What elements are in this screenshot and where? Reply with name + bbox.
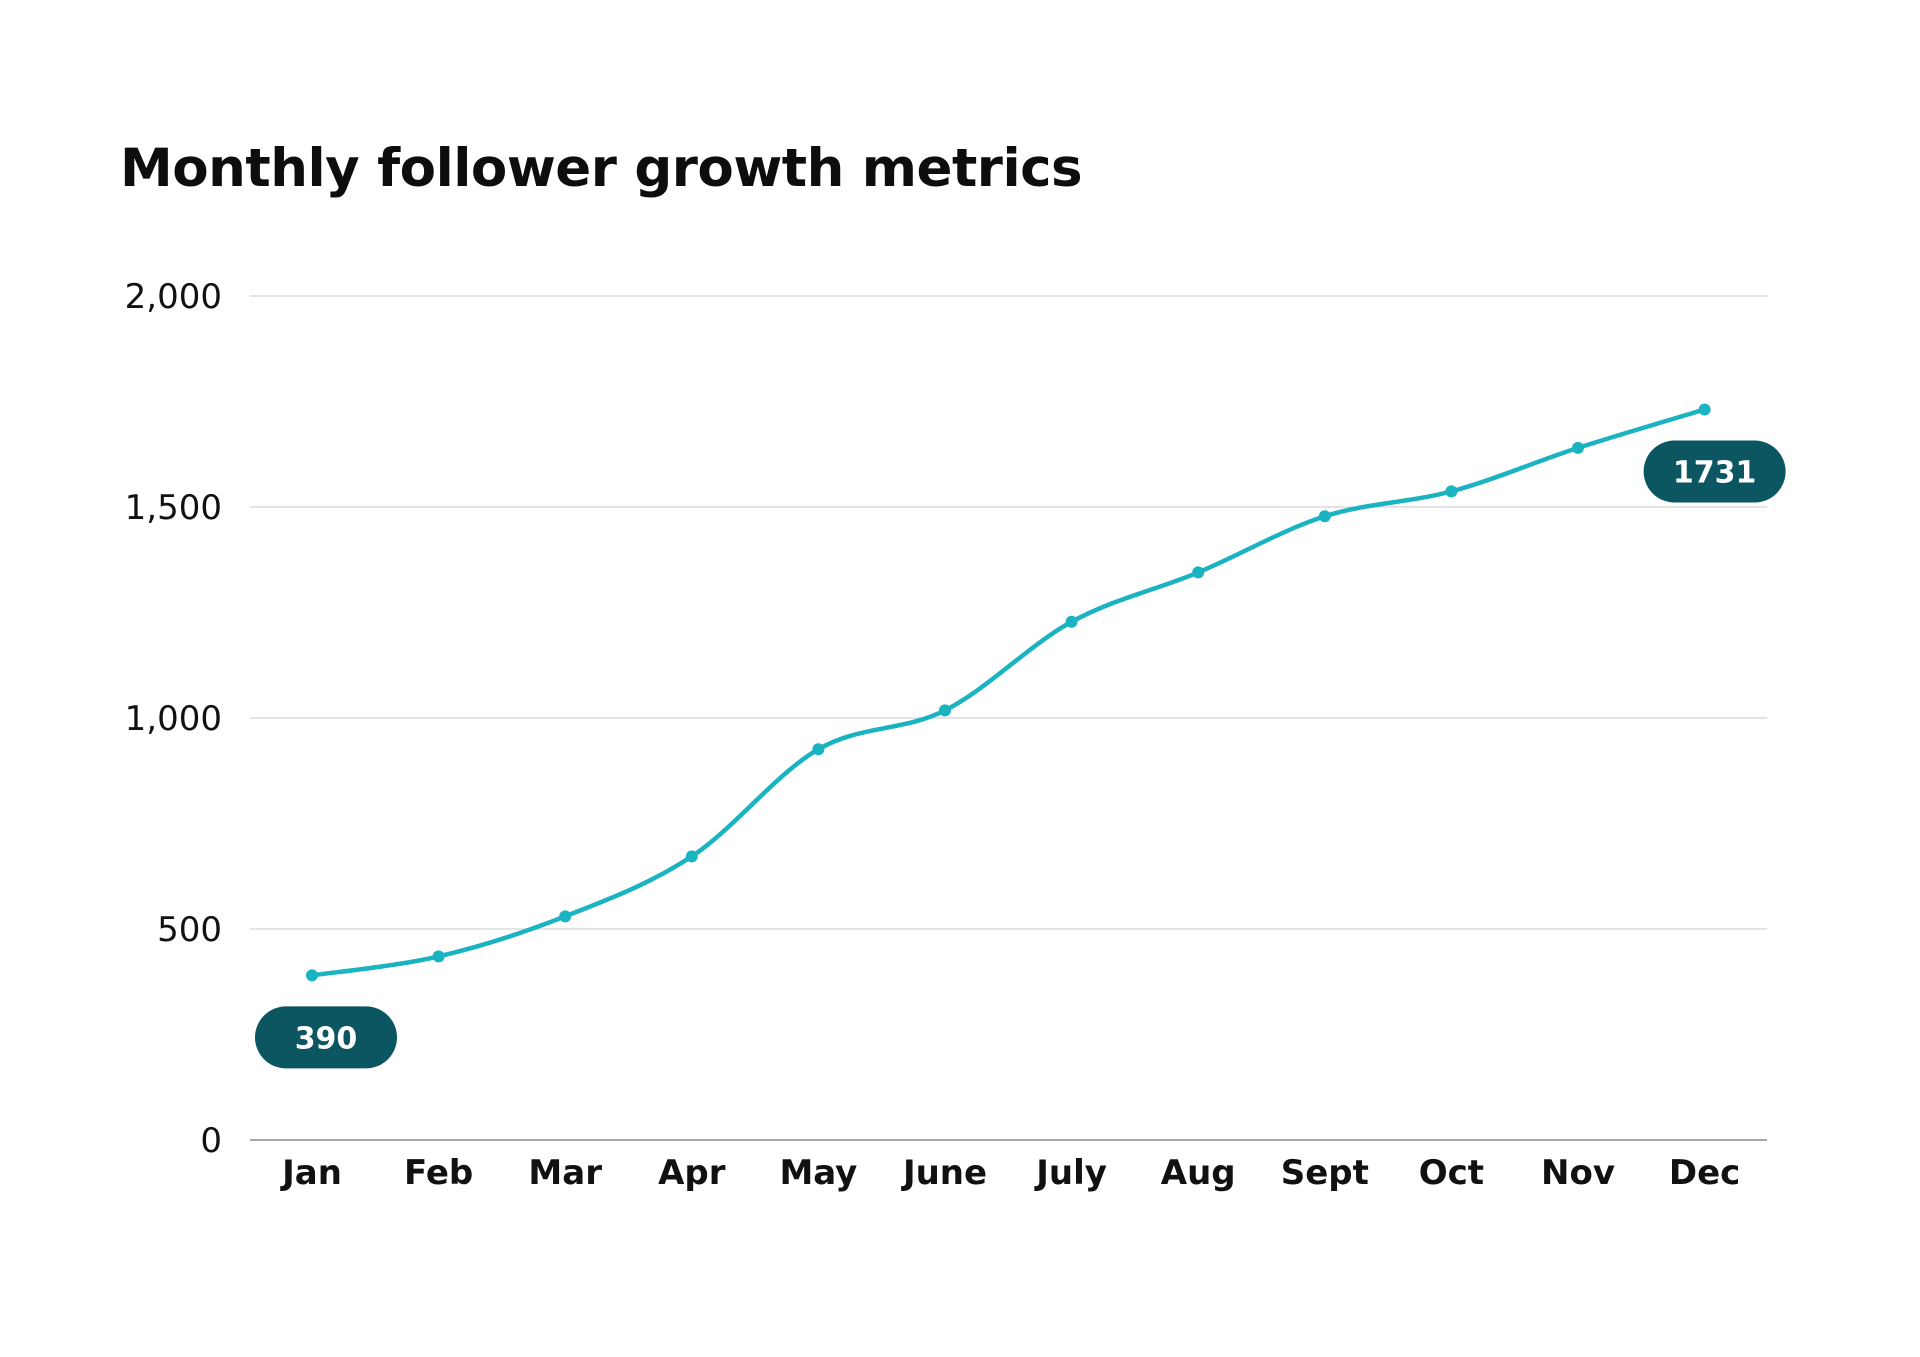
- callouts: 390 1731: [255, 440, 1786, 1069]
- callout-badge: [1643, 440, 1786, 503]
- x-tick-label: Apr: [658, 1153, 726, 1193]
- gridlines: [250, 295, 1767, 1141]
- y-tick-label: 2,000: [125, 277, 222, 317]
- x-tick-label: Jan: [280, 1153, 342, 1193]
- data-point-july: [1065, 615, 1078, 628]
- callout-jan: 390: [255, 1006, 397, 1069]
- callout-badge: [255, 1006, 397, 1069]
- x-tick-label: Oct: [1419, 1153, 1484, 1193]
- callout-label: 1731: [1673, 456, 1757, 491]
- x-tick-label: July: [1034, 1153, 1107, 1193]
- y-tick-label: 0: [200, 1121, 222, 1161]
- data-point-may: [812, 743, 825, 756]
- chart-title: Monthly follower growth metrics: [120, 138, 1083, 199]
- x-axis-ticks: Jan Feb Mar Apr May June July Aug Sept Oct Nov Dec: [280, 1153, 1740, 1193]
- y-tick-label: 500: [157, 910, 222, 950]
- series-layer: [306, 403, 1711, 982]
- data-point-aug: [1192, 566, 1205, 579]
- x-tick-label: Mar: [528, 1153, 602, 1193]
- series-line: [309, 407, 1707, 978]
- data-point-june: [939, 704, 951, 717]
- data-point-jan: [306, 969, 318, 982]
- x-tick-label: Feb: [404, 1153, 473, 1193]
- data-point-sept: [1318, 510, 1331, 523]
- y-tick-label: 1,000: [125, 699, 222, 739]
- data-point-mar: [559, 910, 572, 923]
- callout-label: 390: [295, 1021, 358, 1056]
- data-point-feb: [432, 950, 445, 963]
- x-tick-label: Dec: [1669, 1153, 1740, 1193]
- x-tick-label: Nov: [1541, 1153, 1615, 1193]
- x-tick-label: Aug: [1161, 1153, 1236, 1193]
- x-tick-label: May: [779, 1153, 857, 1193]
- data-point-apr: [685, 850, 698, 863]
- callout-dec: 1731: [1643, 440, 1786, 503]
- y-tick-label: 1,500: [125, 488, 222, 528]
- x-tick-label: June: [901, 1153, 987, 1193]
- data-point-nov: [1572, 441, 1584, 454]
- data-point-oct: [1445, 485, 1458, 498]
- data-point-dec: [1698, 403, 1711, 416]
- y-axis-ticks: 0 500 1,000 1,500 2,000: [125, 277, 222, 1161]
- x-tick-label: Sept: [1281, 1153, 1369, 1193]
